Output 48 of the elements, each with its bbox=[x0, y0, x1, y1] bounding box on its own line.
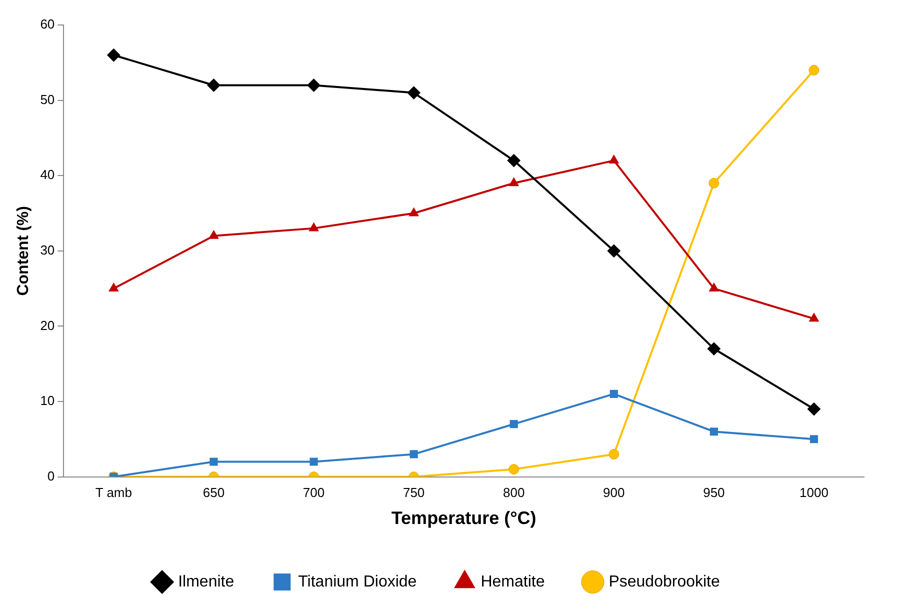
point bbox=[808, 64, 820, 76]
point bbox=[108, 283, 119, 292]
point bbox=[107, 48, 120, 62]
point bbox=[707, 342, 720, 356]
point bbox=[607, 244, 620, 258]
legend-label: Titanium Dioxide bbox=[298, 573, 417, 590]
point bbox=[508, 464, 520, 475]
x-tick-label: T amb bbox=[95, 485, 132, 500]
point bbox=[509, 178, 519, 186]
legend-label: Hematite bbox=[480, 573, 545, 590]
point bbox=[407, 86, 420, 100]
legend-label: Ilmenite bbox=[178, 573, 234, 590]
y-tick-label: 10 bbox=[40, 393, 55, 408]
point bbox=[310, 458, 318, 466]
point bbox=[809, 313, 819, 322]
y-tick-label: 60 bbox=[40, 16, 55, 32]
x-tick-label: 750 bbox=[402, 485, 425, 500]
x-tick-label: 700 bbox=[302, 485, 325, 500]
y-tick-label: 40 bbox=[40, 167, 55, 182]
point bbox=[208, 230, 219, 239]
point bbox=[507, 154, 520, 168]
x-tick-label: 800 bbox=[503, 485, 525, 500]
point bbox=[708, 178, 720, 188]
point bbox=[609, 155, 619, 164]
point bbox=[710, 428, 718, 436]
y-tick-label: 30 bbox=[40, 242, 55, 258]
point bbox=[810, 435, 818, 444]
point bbox=[608, 448, 620, 460]
y-axis-title: Content (%) bbox=[15, 206, 32, 296]
point bbox=[709, 283, 719, 292]
point bbox=[207, 78, 220, 92]
legend-label: Pseudobrookite bbox=[608, 573, 720, 590]
point bbox=[408, 208, 419, 216]
point bbox=[307, 78, 320, 92]
x-axis-title: Temperature (°C) bbox=[391, 508, 536, 528]
point bbox=[210, 458, 218, 466]
y-tick-label: 20 bbox=[40, 318, 55, 333]
point bbox=[510, 420, 518, 428]
x-tick-label: 950 bbox=[703, 485, 725, 500]
y-tick-label: 50 bbox=[40, 92, 55, 107]
x-tick-label: 650 bbox=[202, 485, 225, 500]
x-tick-label: 1000 bbox=[800, 485, 828, 500]
point bbox=[807, 402, 820, 416]
point bbox=[410, 450, 418, 458]
y-tick-label: 0 bbox=[47, 468, 55, 484]
point bbox=[610, 390, 618, 398]
x-tick-label: 900 bbox=[603, 485, 625, 500]
point bbox=[308, 222, 319, 232]
